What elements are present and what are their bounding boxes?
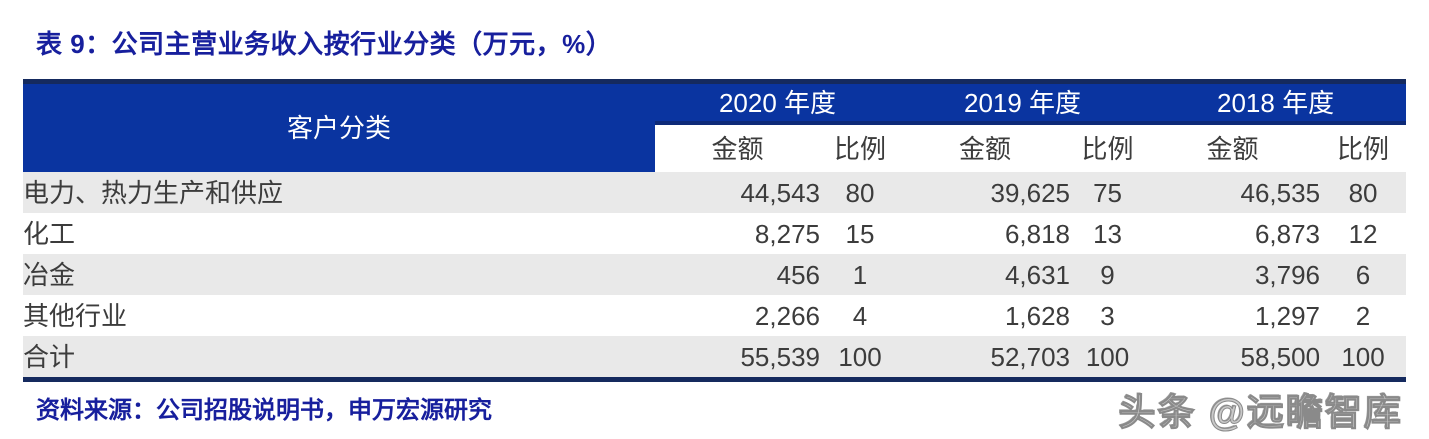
cell-ratio-2018: 6	[1355, 259, 1371, 290]
cell-ratio-2019: 9	[1100, 259, 1115, 290]
year-header-row: 客户分类 2020 年度 2019 年度 2018 年度	[23, 81, 1407, 172]
cell-amount-2020: 55,539	[740, 341, 820, 372]
cell-ratio-2020: 4	[852, 300, 868, 331]
cell-ratio-2019: 75	[1093, 177, 1122, 208]
cell-amount-2018: 3,796	[1254, 259, 1321, 290]
cell-amount-2020: 8,275	[754, 218, 820, 249]
cell-ratio-2018: 100	[1341, 341, 1385, 372]
table-row-chemical: 化工 8,275 15 6,818 13 6,873 12	[23, 213, 1407, 254]
cell-ratio-2018: 80	[1348, 177, 1378, 208]
cell-amount-2020: 2,266	[754, 300, 820, 331]
row-label: 合计	[23, 341, 76, 372]
cell-amount-2019: 52,703	[990, 341, 1071, 372]
toutiao-watermark: 头条 @远瞻智库	[1118, 392, 1403, 434]
cell-ratio-2019: 13	[1093, 218, 1122, 249]
table-row-metallurgy: 冶金 456 1 4,631 9 3,796 6	[23, 254, 1407, 295]
cell-ratio-2019: 3	[1100, 300, 1115, 331]
cell-amount-2019: 4,631	[1004, 259, 1071, 290]
cell-amount-2019: 6,818	[1004, 218, 1071, 249]
row-label: 冶金	[23, 259, 76, 290]
year-header-2019: 2019 年度	[900, 81, 1146, 125]
table-title: 表 9：公司主营业务收入按行业分类（万元，%）	[36, 29, 613, 59]
cell-ratio-2018: 12	[1348, 218, 1378, 249]
cell-ratio-2020: 100	[838, 341, 882, 372]
sub-header-amount-2019: 金额	[900, 123, 1071, 172]
sub-header-amount-2018: 金额	[1145, 123, 1321, 172]
cell-amount-2020: 44,543	[740, 177, 820, 208]
sub-header-row: 金额 比例 金额 比例 金额 比例	[23, 123, 1407, 172]
cell-ratio-2020: 1	[852, 259, 868, 290]
cell-ratio-2020: 15	[845, 218, 875, 249]
sub-header-amount-2020: 金额	[655, 123, 820, 172]
cell-amount-2018: 1,297	[1254, 300, 1321, 331]
table-header: 客户分类 2020 年度 2019 年度 2018 年度 金额 比例 金额 比例…	[23, 81, 1407, 172]
sub-header-ratio-2018: 比例	[1320, 123, 1407, 172]
sub-header-ratio-2019: 比例	[1070, 123, 1146, 172]
cell-ratio-2018: 2	[1355, 300, 1371, 331]
table-row-other-industries: 其他行业 2,266 4 1,628 3 1,297 2	[23, 295, 1407, 336]
year-header-2020: 2020 年度	[655, 81, 901, 125]
cell-amount-2018: 6,873	[1254, 218, 1321, 249]
revenue-by-industry-table: 客户分类 2020 年度 2019 年度 2018 年度 金额 比例 金额 比例…	[23, 79, 1407, 382]
cell-amount-2018: 58,500	[1240, 341, 1321, 372]
cell-ratio-2019: 100	[1085, 341, 1130, 372]
table-body: 电力、热力生产和供应 44,543 80 39,625 75 46,535 80…	[23, 172, 1407, 380]
cell-amount-2019: 39,625	[990, 177, 1071, 208]
row-label: 其他行业	[23, 300, 128, 331]
row-label: 电力、热力生产和供应	[23, 177, 284, 208]
source-note: 资料来源：公司招股说明书，申万宏源研究	[36, 397, 492, 424]
table-row-total: 合计 55,539 100 52,703 100 58,500 100	[23, 336, 1407, 380]
year-header-2018: 2018 年度	[1145, 81, 1407, 125]
cell-amount-2019: 1,628	[1004, 300, 1071, 331]
corner-header-customer-category: 客户分类	[23, 81, 655, 172]
cell-ratio-2020: 80	[845, 177, 875, 208]
row-label: 化工	[23, 218, 76, 249]
table-row-electric-power: 电力、热力生产和供应 44,543 80 39,625 75 46,535 80	[23, 172, 1407, 213]
cell-amount-2020: 456	[776, 259, 820, 290]
sub-header-ratio-2020: 比例	[820, 123, 901, 172]
cell-amount-2018: 46,535	[1240, 177, 1321, 208]
